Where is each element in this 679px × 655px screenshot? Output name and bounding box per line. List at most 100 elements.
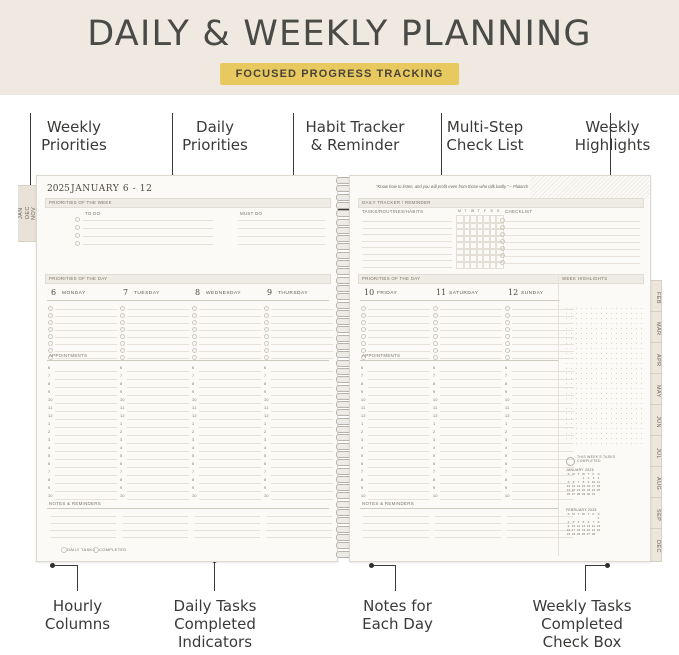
notes-line[interactable] [122,537,188,538]
hour-line[interactable] [271,467,333,468]
day-priority-bullet[interactable] [433,355,438,360]
habit-line[interactable] [362,234,452,235]
mini-calendar-day[interactable]: 12 [566,484,571,489]
notes-line[interactable] [507,516,573,517]
mini-calendar-day[interactable]: 19 [566,488,571,493]
hour-line[interactable] [199,371,261,372]
week-todo-line[interactable] [83,220,213,221]
hour-line[interactable] [368,387,430,388]
day-priority-line[interactable] [440,316,502,317]
day-priority-bullet[interactable] [120,306,125,311]
day-priority-bullet[interactable] [505,355,510,360]
hour-line[interactable] [512,459,574,460]
day-priority-line[interactable] [127,337,189,338]
day-priority-line[interactable] [512,323,574,324]
day-priority-bullet[interactable] [433,334,438,339]
tracker-cell[interactable] [462,228,471,237]
mini-calendar-day[interactable]: 4 [597,476,600,481]
mini-calendar-day[interactable]: 22 [581,488,586,493]
mini-calendar-day[interactable]: 10 [591,480,596,485]
mini-calendar-day[interactable]: 11 [576,524,581,529]
day-priority-bullet[interactable] [505,306,510,311]
week-todo-bullet[interactable] [75,217,80,222]
mini-calendar-day[interactable]: 28 [576,492,581,497]
notes-line[interactable] [363,530,429,531]
day-priority-bullet[interactable] [120,313,125,318]
tracker-cell[interactable] [475,241,484,250]
checklist-line[interactable] [505,228,640,229]
hour-line[interactable] [199,483,261,484]
mini-calendar-day[interactable]: 24 [571,532,576,537]
hour-line[interactable] [127,451,189,452]
checklist-line[interactable] [505,242,640,243]
day-priority-bullet[interactable] [361,320,366,325]
day-priority-line[interactable] [127,316,189,317]
day-priority-bullet[interactable] [192,355,197,360]
mini-calendar-day[interactable]: 28 [591,532,596,537]
hour-line[interactable] [440,435,502,436]
hour-line[interactable] [368,459,430,460]
day-priority-bullet[interactable] [48,341,53,346]
notes-line[interactable] [507,523,573,524]
week-mustdo-line[interactable] [238,244,326,245]
hour-line[interactable] [55,451,117,452]
mini-calendar-day[interactable]: 16 [566,528,571,533]
day-priority-bullet[interactable] [505,341,510,346]
day-priority-bullet[interactable] [120,341,125,346]
day-priority-bullet[interactable] [361,355,366,360]
hour-line[interactable] [440,395,502,396]
mini-calendar-day[interactable]: 17 [591,484,596,489]
notes-line[interactable] [266,523,332,524]
day-priority-line[interactable] [512,358,574,359]
tracker-cell[interactable] [469,241,478,250]
checklist-bullet[interactable] [500,225,505,230]
day-priority-line[interactable] [512,337,574,338]
day-priority-bullet[interactable] [264,348,269,353]
mini-calendar-day[interactable]: 14 [591,524,596,529]
hour-line[interactable] [512,403,574,404]
hour-line[interactable] [127,491,189,492]
mini-calendar-day[interactable]: 23 [566,532,571,537]
day-priority-line[interactable] [55,330,117,331]
mini-calendar-day[interactable]: 31 [591,492,596,497]
day-priority-bullet[interactable] [264,334,269,339]
day-priority-bullet[interactable] [192,334,197,339]
habit-line[interactable] [362,240,452,242]
hour-line[interactable] [199,427,261,428]
day-priority-bullet[interactable] [264,313,269,318]
hour-line[interactable] [199,411,261,412]
mini-calendar-day[interactable]: 27 [571,492,576,497]
day-priority-line[interactable] [55,358,117,359]
tracker-cell[interactable] [456,221,465,230]
tracker-cell[interactable] [456,260,465,269]
notes-line[interactable] [50,516,116,517]
hour-line[interactable] [55,467,117,468]
hour-line[interactable] [55,459,117,460]
hour-line[interactable] [271,419,333,420]
notes-line[interactable] [122,523,188,524]
day-priority-bullet[interactable] [361,313,366,318]
hour-line[interactable] [271,395,333,396]
mini-calendar-day[interactable]: 8 [582,480,585,485]
day-priority-line[interactable] [368,309,430,310]
habit-line[interactable] [362,260,452,261]
footer-indicator-dot[interactable] [93,547,99,553]
hour-line[interactable] [271,387,333,388]
hour-line[interactable] [55,371,117,372]
day-priority-line[interactable] [127,351,189,352]
hour-line[interactable] [127,427,189,428]
tracker-cell[interactable] [482,221,491,230]
day-priority-bullet[interactable] [433,320,438,325]
notes-line[interactable] [194,537,260,538]
hour-line[interactable] [440,499,502,500]
hour-line[interactable] [368,379,430,380]
day-priority-bullet[interactable] [361,306,366,311]
tracker-cell[interactable] [469,234,478,243]
hour-line[interactable] [512,379,574,380]
day-priority-line[interactable] [199,337,261,338]
hour-line[interactable] [440,387,502,388]
notes-line[interactable] [507,537,573,538]
tracker-cell[interactable] [488,260,497,269]
hour-line[interactable] [368,443,430,444]
checklist-bullet[interactable] [500,232,505,237]
